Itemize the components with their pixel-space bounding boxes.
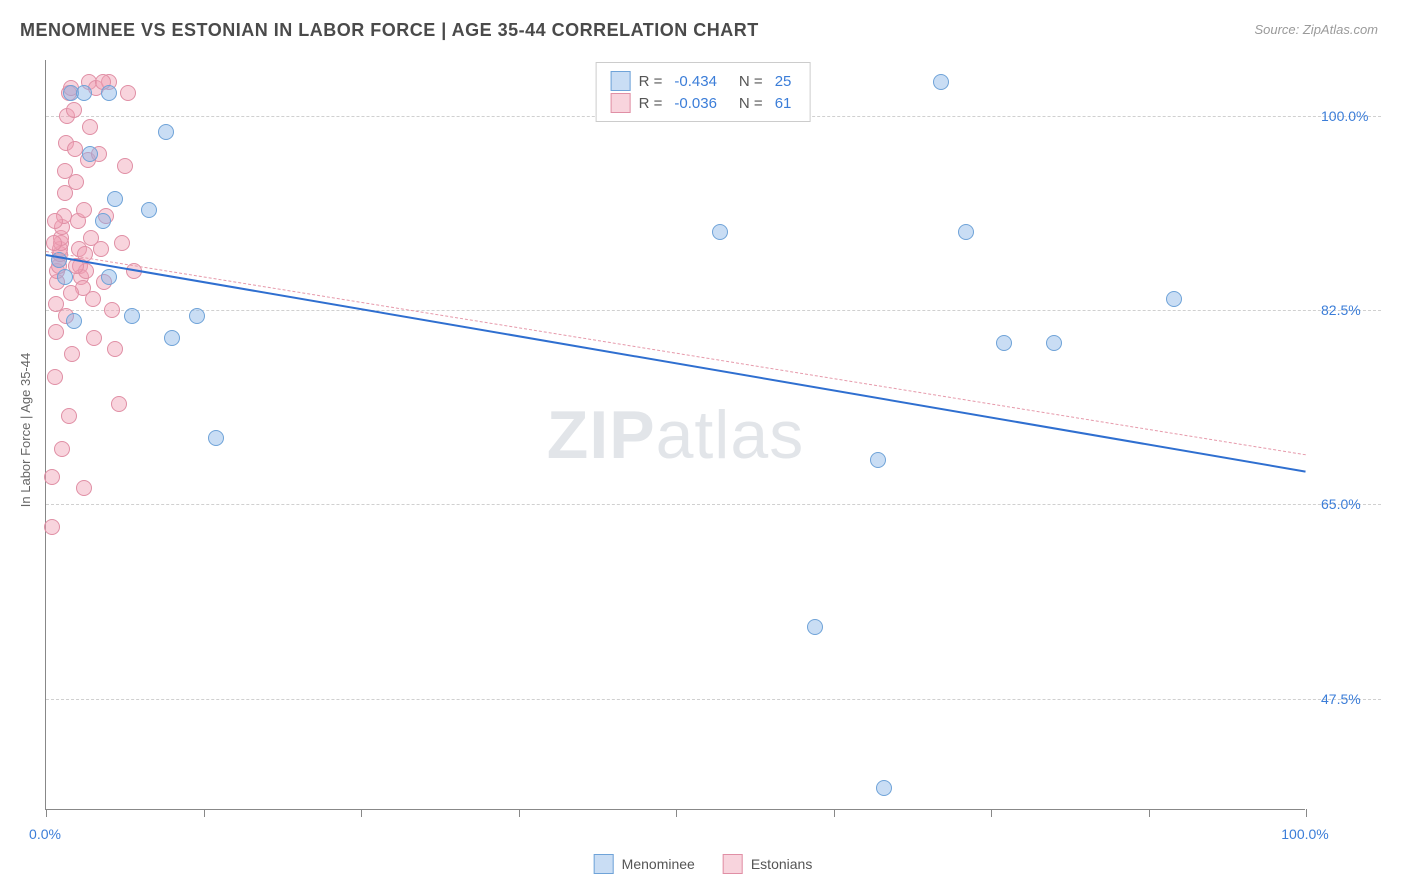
legend-swatch bbox=[611, 71, 631, 91]
legend-series-label: Estonians bbox=[751, 856, 812, 872]
scatter-point-menominee bbox=[57, 269, 73, 285]
legend-correlation-row: R =-0.434N =25 bbox=[611, 71, 796, 91]
x-tick-label: 100.0% bbox=[1281, 826, 1328, 842]
scatter-point-menominee bbox=[933, 74, 949, 90]
chart-title: MENOMINEE VS ESTONIAN IN LABOR FORCE | A… bbox=[20, 20, 759, 41]
scatter-point-estonians bbox=[93, 241, 109, 257]
trendline-menominee bbox=[46, 254, 1306, 473]
x-tick bbox=[361, 809, 362, 817]
legend-swatch bbox=[611, 93, 631, 113]
scatter-point-menominee bbox=[807, 619, 823, 635]
scatter-point-estonians bbox=[107, 341, 123, 357]
y-tick-label: 82.5% bbox=[1321, 302, 1361, 318]
scatter-point-estonians bbox=[63, 285, 79, 301]
scatter-point-estonians bbox=[76, 202, 92, 218]
scatter-point-estonians bbox=[86, 330, 102, 346]
scatter-point-menominee bbox=[870, 452, 886, 468]
scatter-point-menominee bbox=[141, 202, 157, 218]
correlation-chart: MENOMINEE VS ESTONIAN IN LABOR FORCE | A… bbox=[0, 0, 1406, 892]
watermark: ZIPatlas bbox=[547, 396, 804, 474]
scatter-point-menominee bbox=[66, 313, 82, 329]
scatter-point-estonians bbox=[66, 102, 82, 118]
scatter-point-menominee bbox=[101, 269, 117, 285]
scatter-point-estonians bbox=[82, 119, 98, 135]
legend-series: Menominee Estonians bbox=[594, 854, 813, 874]
scatter-point-estonians bbox=[114, 235, 130, 251]
legend-series-item: Menominee bbox=[594, 854, 695, 874]
scatter-point-menominee bbox=[82, 146, 98, 162]
scatter-point-menominee bbox=[95, 213, 111, 229]
scatter-point-estonians bbox=[47, 369, 63, 385]
scatter-point-estonians bbox=[68, 174, 84, 190]
y-tick-label: 47.5% bbox=[1321, 691, 1361, 707]
gridline bbox=[46, 699, 1381, 700]
gridline bbox=[46, 504, 1381, 505]
x-tick bbox=[676, 809, 677, 817]
scatter-point-estonians bbox=[104, 302, 120, 318]
scatter-point-menominee bbox=[164, 330, 180, 346]
y-tick-label: 100.0% bbox=[1321, 108, 1368, 124]
legend-swatch bbox=[594, 854, 614, 874]
scatter-point-estonians bbox=[64, 346, 80, 362]
x-tick bbox=[204, 809, 205, 817]
scatter-point-menominee bbox=[107, 191, 123, 207]
y-tick-label: 65.0% bbox=[1321, 496, 1361, 512]
x-tick bbox=[1306, 809, 1307, 817]
scatter-point-menominee bbox=[876, 780, 892, 796]
scatter-point-estonians bbox=[47, 213, 63, 229]
x-tick bbox=[834, 809, 835, 817]
scatter-point-estonians bbox=[46, 235, 62, 251]
scatter-point-estonians bbox=[44, 519, 60, 535]
scatter-point-estonians bbox=[111, 396, 127, 412]
scatter-point-menominee bbox=[124, 308, 140, 324]
scatter-point-menominee bbox=[208, 430, 224, 446]
scatter-point-menominee bbox=[958, 224, 974, 240]
scatter-point-estonians bbox=[44, 469, 60, 485]
source-label: Source: ZipAtlas.com bbox=[1254, 22, 1378, 37]
scatter-point-menominee bbox=[1046, 335, 1062, 351]
scatter-point-menominee bbox=[712, 224, 728, 240]
scatter-point-estonians bbox=[117, 158, 133, 174]
legend-correlation-box: R =-0.434N =25R =-0.036N =61 bbox=[596, 62, 811, 122]
x-tick bbox=[519, 809, 520, 817]
legend-series-label: Menominee bbox=[622, 856, 695, 872]
x-tick bbox=[1149, 809, 1150, 817]
scatter-point-menominee bbox=[189, 308, 205, 324]
scatter-point-estonians bbox=[85, 291, 101, 307]
scatter-point-menominee bbox=[996, 335, 1012, 351]
scatter-point-estonians bbox=[54, 441, 70, 457]
x-tick bbox=[46, 809, 47, 817]
trendline-estonians bbox=[46, 251, 1306, 455]
scatter-point-menominee bbox=[158, 124, 174, 140]
gridline bbox=[46, 310, 1381, 311]
legend-swatch bbox=[723, 854, 743, 874]
scatter-point-estonians bbox=[120, 85, 136, 101]
scatter-point-estonians bbox=[61, 408, 77, 424]
scatter-point-menominee bbox=[101, 85, 117, 101]
legend-series-item: Estonians bbox=[723, 854, 812, 874]
scatter-point-menominee bbox=[1166, 291, 1182, 307]
scatter-point-menominee bbox=[76, 85, 92, 101]
y-axis-label: In Labor Force | Age 35-44 bbox=[18, 353, 33, 507]
legend-correlation-row: R =-0.036N =61 bbox=[611, 93, 796, 113]
scatter-point-estonians bbox=[76, 480, 92, 496]
scatter-point-estonians bbox=[48, 324, 64, 340]
plot-area: ZIPatlas 47.5%65.0%82.5%100.0% bbox=[45, 60, 1305, 810]
x-tick-label: 0.0% bbox=[29, 826, 61, 842]
x-tick bbox=[991, 809, 992, 817]
